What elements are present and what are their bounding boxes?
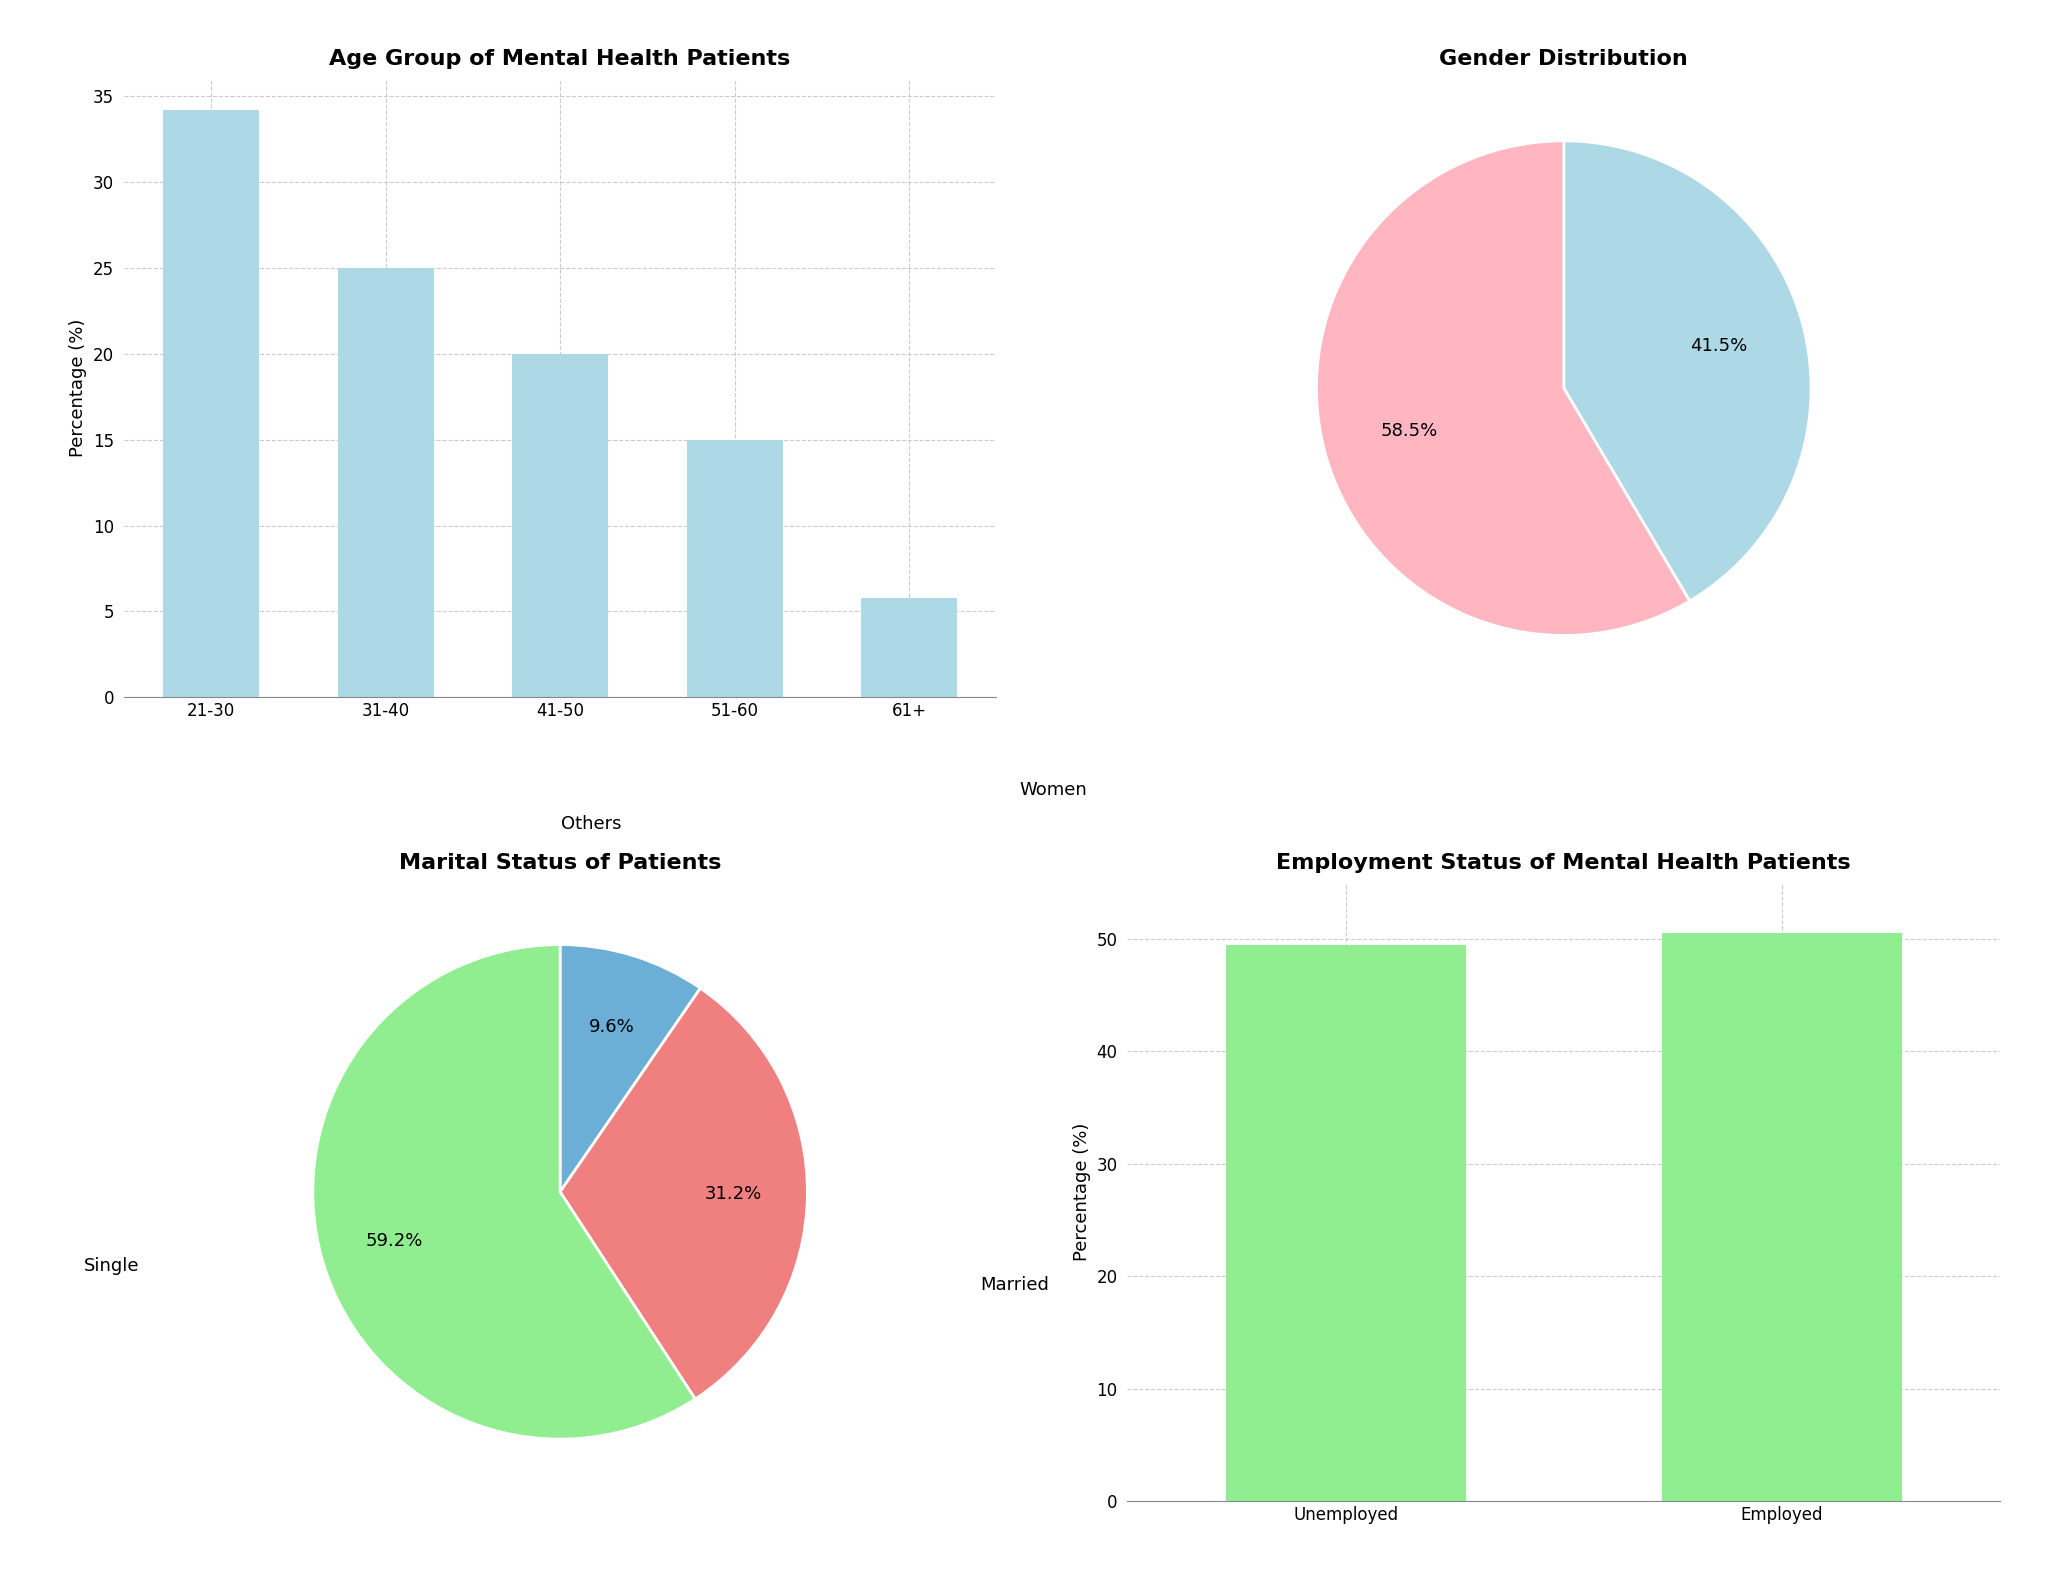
Text: 59.2%: 59.2% (365, 1232, 423, 1250)
Wedge shape (1563, 141, 1810, 600)
Text: 31.2%: 31.2% (705, 1185, 761, 1202)
Wedge shape (561, 945, 701, 1191)
Bar (687, 439, 784, 697)
Bar (1662, 934, 1901, 1501)
Text: 41.5%: 41.5% (1691, 337, 1747, 356)
Text: 9.6%: 9.6% (588, 1018, 635, 1035)
Title: Gender Distribution: Gender Distribution (1439, 49, 1689, 70)
Text: Married: Married (982, 1275, 1050, 1294)
Wedge shape (1316, 141, 1689, 635)
Wedge shape (561, 988, 808, 1398)
Bar (163, 111, 260, 697)
Title: Age Group of Mental Health Patients: Age Group of Mental Health Patients (330, 49, 790, 70)
Bar (1225, 945, 1466, 1501)
Text: Single: Single (85, 1258, 140, 1275)
Bar (511, 354, 608, 697)
Title: Employment Status of Mental Health Patients: Employment Status of Mental Health Patie… (1276, 853, 1852, 872)
Bar (338, 269, 433, 697)
Title: Marital Status of Patients: Marital Status of Patients (398, 853, 722, 872)
Text: Women: Women (1021, 781, 1087, 799)
Y-axis label: Percentage (%): Percentage (%) (1072, 1123, 1091, 1261)
Text: 58.5%: 58.5% (1379, 422, 1437, 439)
Y-axis label: Percentage (%): Percentage (%) (70, 319, 87, 457)
Text: Others: Others (561, 815, 621, 833)
Wedge shape (313, 945, 695, 1439)
Bar (862, 597, 957, 697)
